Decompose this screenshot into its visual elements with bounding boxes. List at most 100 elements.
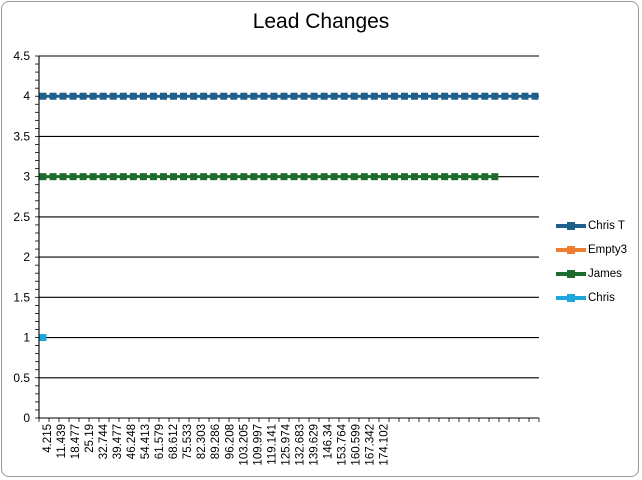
- data-point: [310, 173, 318, 181]
- x-tick-label: 96.208: [224, 424, 236, 459]
- data-point: [139, 92, 147, 100]
- data-point: [491, 173, 499, 181]
- data-point: [300, 92, 308, 100]
- x-tick-label: 46.248: [126, 424, 138, 459]
- legend-marker: [567, 246, 575, 254]
- data-point: [431, 173, 439, 181]
- data-point: [461, 92, 469, 100]
- legend-swatch: [556, 293, 586, 303]
- data-point: [340, 173, 348, 181]
- data-point: [451, 173, 459, 181]
- x-tick-label: 18.477: [70, 424, 82, 459]
- data-point: [411, 92, 419, 100]
- data-point: [129, 173, 137, 181]
- data-point: [69, 92, 77, 100]
- legend-marker: [567, 294, 575, 302]
- data-point: [59, 173, 67, 181]
- data-point: [471, 173, 479, 181]
- x-tick-label: 4.215: [42, 424, 54, 453]
- y-tick-label: 0.5: [13, 371, 30, 385]
- data-point: [49, 92, 57, 100]
- legend-label: Chris: [588, 292, 615, 304]
- y-tick-label: 2.5: [13, 210, 30, 224]
- data-point: [400, 173, 408, 181]
- data-point: [501, 92, 509, 100]
- data-point: [230, 92, 238, 100]
- data-point: [481, 92, 489, 100]
- data-point: [159, 173, 167, 181]
- data-point: [390, 92, 398, 100]
- x-tick-label: 39.477: [112, 424, 124, 459]
- x-tick-label: 174.102: [378, 424, 390, 466]
- data-point: [350, 92, 358, 100]
- data-point: [220, 92, 228, 100]
- data-point: [340, 92, 348, 100]
- x-tick-label: 132.683: [294, 424, 306, 466]
- chart-title: Lead Changes: [252, 10, 390, 33]
- data-point: [240, 173, 248, 181]
- legend-swatch: [556, 221, 586, 231]
- legend-item: Empty3: [556, 238, 640, 262]
- legend-label: Empty3: [588, 244, 627, 256]
- legend-swatch: [556, 245, 586, 255]
- data-point: [511, 92, 519, 100]
- data-point: [451, 92, 459, 100]
- data-point: [360, 173, 368, 181]
- y-tick-label: 3: [23, 170, 30, 184]
- data-point: [300, 173, 308, 181]
- legend-marker: [567, 222, 575, 230]
- data-point: [481, 173, 489, 181]
- legend: Chris T Empty3 James Chris: [556, 214, 640, 310]
- data-point: [260, 173, 268, 181]
- data-point: [270, 173, 278, 181]
- data-point: [521, 92, 529, 100]
- data-point: [170, 173, 178, 181]
- data-point: [260, 92, 268, 100]
- x-tick-label: 25.19: [84, 424, 96, 453]
- data-point: [49, 173, 57, 181]
- data-point: [119, 92, 127, 100]
- x-tick-label: 89.286: [210, 424, 222, 459]
- data-point: [39, 92, 47, 100]
- legend-marker: [567, 270, 575, 278]
- data-point: [240, 92, 248, 100]
- x-tick-label: 61.579: [154, 424, 166, 459]
- data-point: [89, 173, 97, 181]
- data-point: [441, 92, 449, 100]
- data-point: [39, 334, 47, 342]
- x-tick-label: 54.413: [140, 424, 152, 459]
- data-point: [180, 173, 188, 181]
- data-point: [210, 173, 218, 181]
- data-point: [320, 173, 328, 181]
- data-point: [290, 92, 298, 100]
- x-tick-label: 146.34: [322, 423, 334, 459]
- x-tick-label: 32.744: [98, 423, 110, 459]
- data-point: [390, 173, 398, 181]
- y-tick-label: 4: [23, 89, 30, 103]
- data-point: [330, 173, 338, 181]
- y-tick-label: 3.5: [13, 129, 30, 143]
- data-point: [149, 173, 157, 181]
- gridlines: [39, 55, 539, 379]
- data-point: [59, 92, 67, 100]
- data-point: [230, 173, 238, 181]
- data-point: [129, 92, 137, 100]
- data-point: [330, 92, 338, 100]
- data-point: [79, 92, 87, 100]
- data-point: [431, 92, 439, 100]
- x-tick-label: 109.997: [252, 424, 264, 466]
- x-tick-label: 11.439: [56, 424, 68, 458]
- data-point: [441, 173, 449, 181]
- data-point: [170, 92, 178, 100]
- data-point: [190, 92, 198, 100]
- data-point: [250, 92, 258, 100]
- y-tick-label: 1: [23, 331, 30, 345]
- legend-item: Chris T: [556, 214, 640, 238]
- y-tick-label: 0: [23, 411, 30, 425]
- data-point: [69, 173, 77, 181]
- data-point: [310, 92, 318, 100]
- data-point: [99, 173, 107, 181]
- data-point: [99, 92, 107, 100]
- data-point: [380, 173, 388, 181]
